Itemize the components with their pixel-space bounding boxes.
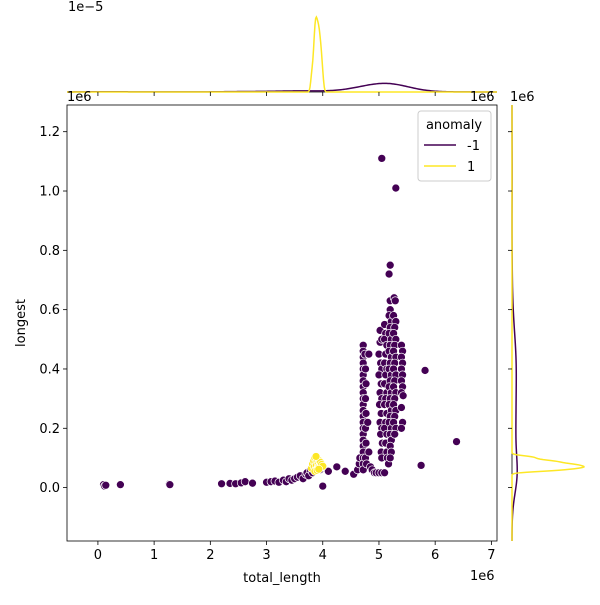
scatter-point-anomaly-neg1 [390,296,400,306]
main-scatter-axes: 0 1 2 3 4 5 6 7 0.0 0.2 0.4 0.6 0.8 1.0 1.2 1e6 1e6 1… [14,90,498,586]
scatter-point-anomaly-neg1 [240,477,250,487]
scatter-point-anomaly-neg1 [101,480,111,490]
y-tick-label: 0.4 [39,362,60,377]
y-tick-label: 0.8 [39,244,60,259]
legend-label-neg1: -1 [467,139,480,154]
x-tick-label: 4 [319,548,327,563]
y-tick-label: 1.0 [39,185,60,200]
x-offset-label-bottom: 1e6 [470,569,495,584]
scatter-point-anomaly-neg1 [361,364,370,374]
right-marginal-offset-label: 1e6 [510,90,535,105]
scatter-point-anomaly-neg1 [385,453,395,463]
right-marginal-kde: 1e6 [508,90,585,542]
x-tick-label: 0 [94,548,102,563]
scatter-point-anomaly-neg1 [391,183,401,193]
scatter-point-anomaly-neg1 [416,461,426,470]
x-tick-label: 7 [487,548,495,563]
y-offset-label: 1e6 [67,90,92,105]
y-tick-label: 1.2 [39,125,60,140]
scatter-point-anomaly-neg1 [364,349,374,359]
scatter-point-anomaly-1 [314,464,324,474]
x-tick-label: 1 [150,548,158,563]
legend: anomaly -1 1 [417,110,492,182]
top-marginal-series-1-curve [67,15,497,93]
scatter-point-anomaly-neg1 [397,403,406,412]
scatter-point-anomaly-neg1 [420,366,430,375]
scatter-point-anomaly-neg1 [361,394,370,403]
legend-title: anomaly [426,118,482,133]
y-axis-label: longest [14,299,29,347]
x-offset-label-top: 1e6 [470,90,495,105]
scatter-point-anomaly-neg1 [385,260,395,270]
x-tick-label: 3 [262,548,270,563]
scatter-point-anomaly-neg1 [390,429,400,439]
y-tick-label: 0.2 [39,422,60,437]
x-axis-ticks: 0 1 2 3 4 5 6 7 [94,541,496,563]
scatter-point-anomaly-neg1 [116,480,125,489]
scatter-point-anomaly-neg1 [361,438,371,448]
y-tick-label: 0.6 [39,303,60,318]
legend-box [417,110,492,182]
x-tick-label: 2 [206,548,214,563]
plot-frame [66,104,498,542]
x-tick-label: 5 [375,548,383,563]
y-tick-label: 0.0 [39,481,60,496]
scatter-point-anomaly-neg1 [361,409,371,418]
legend-label-1: 1 [467,160,475,175]
scatter-point-anomaly-neg1 [165,480,175,489]
scatter-point-anomaly-neg1 [318,481,328,491]
scatter-point-anomaly-neg1 [217,479,226,489]
scatter-point-anomaly-neg1 [380,468,389,478]
scatter-point-anomaly-neg1 [361,379,371,389]
scatter-point-anomaly-neg1 [363,418,373,427]
scatter-point-anomaly-neg1 [384,269,394,279]
scatter-point-anomaly-neg1 [397,423,406,433]
scatter-point-anomaly-neg1 [324,466,333,476]
scatter-point-anomaly-neg1 [452,437,461,446]
scatter-point-anomaly-neg1 [377,154,387,163]
y-axis-ticks: 0.0 0.2 0.4 0.6 0.8 1.0 1.2 [39,125,67,496]
right-marginal-series-1-curve [511,105,585,541]
scatter-point-anomaly-neg1 [398,391,408,401]
scatter-point-anomaly-neg1 [248,478,257,488]
top-marginal-offset-label: 1e−5 [68,0,103,15]
x-tick-label: 6 [431,548,439,563]
scatter-point-anomaly-neg1 [364,447,374,457]
top-marginal-kde: 1e−5 [67,0,497,96]
scatter-point-anomaly-neg1 [332,462,342,472]
x-axis-label: total_length [243,571,321,586]
scatter-point-anomaly-1 [311,452,321,461]
scatter-point-anomaly-neg1 [340,466,350,476]
scatter-points [99,154,461,491]
